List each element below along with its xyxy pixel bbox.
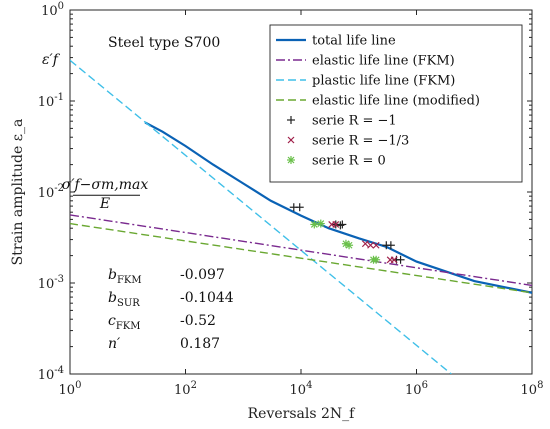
legend-label-serie_m13: serie R = −1/3 bbox=[312, 134, 409, 149]
y-axis-label: Strain amplitude ε_a bbox=[10, 119, 26, 266]
data-point-serie_m1 bbox=[295, 203, 304, 212]
x-tick-label: 102 bbox=[174, 380, 197, 398]
data-point-serie_0 bbox=[310, 220, 319, 229]
param-value: -0.52 bbox=[180, 313, 216, 329]
marker-stroke bbox=[367, 241, 374, 249]
y-tick-label: 10-2 bbox=[38, 183, 64, 201]
param-name: bFKM bbox=[108, 267, 142, 286]
x-tick-label: 106 bbox=[405, 380, 428, 398]
axis-ticks: 100 102 104 106 108 100 10-1 10-2 10-3 10-4 bbox=[38, 1, 544, 398]
param-value: -0.097 bbox=[180, 267, 225, 283]
legend-label-plastic_fkm: plastic life line (FKM) bbox=[312, 74, 455, 89]
legend-box bbox=[269, 24, 523, 183]
data-point-serie_m13 bbox=[372, 241, 380, 249]
y-tick-label: 10-4 bbox=[38, 365, 64, 383]
series-line-elastic_fkm bbox=[70, 214, 532, 287]
series-line-elastic_mod bbox=[70, 222, 532, 294]
param-value: -0.1044 bbox=[180, 290, 234, 306]
legend-label-serie_m1: serie R = −1 bbox=[312, 114, 397, 129]
param-name: n′ bbox=[108, 336, 121, 352]
data-point-serie_m1 bbox=[336, 221, 345, 230]
series-markers bbox=[289, 203, 405, 264]
data-point-serie_0 bbox=[345, 241, 354, 250]
data-point-serie_m13 bbox=[361, 240, 369, 248]
param-name: bSUR bbox=[108, 290, 140, 309]
data-point-serie_0 bbox=[372, 255, 381, 264]
marker-stroke bbox=[317, 220, 325, 227]
legend-label-elastic_fkm: elastic life line (FKM) bbox=[312, 54, 455, 69]
chart-annotation-title: Steel type S700 bbox=[108, 35, 220, 51]
y-tick-label: 100 bbox=[41, 1, 64, 19]
marker-stroke bbox=[342, 240, 350, 248]
data-point-serie_m1 bbox=[338, 220, 347, 229]
x-axis-label: Reversals 2N_f bbox=[248, 406, 357, 422]
data-point-serie_0 bbox=[316, 219, 325, 228]
marker-stroke bbox=[361, 240, 369, 248]
data-point-serie_m1 bbox=[396, 255, 405, 264]
x-tick-label: 108 bbox=[521, 380, 544, 398]
y-tick-label: 10-1 bbox=[38, 92, 64, 110]
marker-stroke bbox=[287, 136, 295, 144]
x-tick-label: 104 bbox=[290, 380, 313, 398]
param-value: 0.187 bbox=[180, 336, 220, 352]
legend: total life line elastic life line (FKM) pl… bbox=[269, 24, 523, 183]
legend-swatch-serie_0 bbox=[287, 156, 295, 164]
marker-stroke bbox=[372, 256, 380, 264]
marker-stroke bbox=[287, 156, 295, 164]
legend-swatch-serie_m13 bbox=[287, 136, 295, 144]
marker-stroke bbox=[310, 221, 318, 228]
series-line-plastic_fkm bbox=[70, 59, 452, 374]
data-point-serie_m13 bbox=[390, 256, 398, 264]
sigma-ratio-numerator: σ′f−σm,max bbox=[62, 177, 149, 193]
series-line-total bbox=[144, 121, 532, 294]
legend-label-serie_0: serie R = 0 bbox=[312, 154, 386, 169]
legend-swatch-serie_m1 bbox=[287, 116, 295, 124]
marker-stroke bbox=[390, 256, 398, 264]
marker-stroke bbox=[372, 241, 380, 249]
sigma-ratio-denominator: E bbox=[99, 196, 110, 212]
data-point-serie_m13 bbox=[332, 221, 340, 228]
legend-label-elastic_mod: elastic life line (modified) bbox=[312, 94, 480, 109]
data-point-serie_m13 bbox=[367, 241, 374, 249]
eps-f-label: ε′f bbox=[42, 52, 61, 68]
y-tick-label: 10-3 bbox=[38, 274, 64, 292]
marker-stroke bbox=[345, 241, 353, 249]
x-tick-label: 100 bbox=[59, 380, 82, 398]
marker-stroke bbox=[332, 221, 340, 228]
series-lines bbox=[70, 59, 532, 374]
legend-label-total: total life line bbox=[312, 34, 396, 49]
data-point-serie_m1 bbox=[386, 241, 395, 250]
param-name: cFKM bbox=[108, 313, 141, 332]
